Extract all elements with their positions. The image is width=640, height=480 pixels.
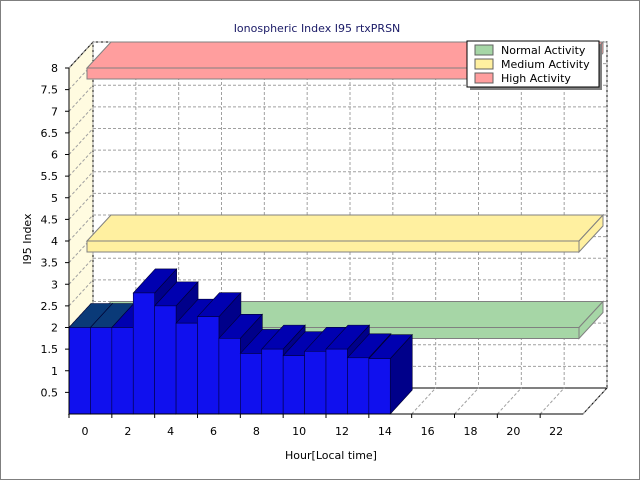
side-gridline: [68, 214, 94, 242]
y-tick-label: 7.5: [41, 84, 59, 97]
chart-title: Ionospheric Index I95 rtxPRSN: [234, 22, 401, 35]
bar: [304, 350, 327, 415]
x-tick-label: 18: [464, 425, 478, 438]
y-tick-label: 2.5: [41, 300, 59, 313]
side-gridline: [68, 84, 94, 112]
x-tick-label: 8: [253, 425, 260, 438]
floor-gridline: [496, 387, 522, 415]
x-tick-label: 16: [421, 425, 435, 438]
axis-ticks: 0.5 1 1.5 2 2.5 3 3.5 4 4.5 5 5.5 6 6.5 7 7.5 8 0 2 4 6 8 10 1…: [41, 62, 583, 438]
side-gridline: [68, 236, 94, 263]
x-tick-label: 0: [82, 425, 89, 438]
y-tick-label: 3: [51, 278, 58, 291]
bar: [240, 353, 263, 415]
y-tick-label: 7: [51, 105, 58, 118]
floor-gridline: [411, 387, 437, 415]
y-tick-label: 0.5: [41, 386, 59, 399]
y-tick-label: 2: [51, 322, 58, 335]
y-tick-label: 1: [51, 365, 58, 378]
side-gridline: [68, 128, 94, 155]
y-tick-label: 4.5: [41, 213, 59, 226]
threshold-band-top: [85, 214, 605, 242]
threshold-band-side: [578, 300, 604, 340]
x-tick-label: 4: [167, 425, 174, 438]
bar: [347, 357, 370, 415]
x-tick-label: 10: [292, 425, 306, 438]
legend-label: Medium Activity: [501, 58, 590, 71]
bar: [132, 292, 155, 415]
legend-swatch: [474, 58, 494, 70]
y-tick-label: 1.5: [41, 343, 59, 356]
bar: [154, 305, 177, 415]
y-tick-label: 4: [51, 235, 58, 248]
legend-label: High Activity: [501, 72, 571, 85]
x-tick-label: 12: [335, 425, 349, 438]
legend-swatch: [474, 44, 494, 56]
y-tick-label: 5.5: [41, 170, 59, 183]
side-gridline: [68, 63, 94, 90]
y-tick-label: 5: [51, 192, 58, 205]
x-axis-label: Hour[Local time]: [285, 449, 377, 462]
bar-series: [68, 268, 413, 415]
y-tick-label: 6.5: [41, 127, 59, 140]
side-gridline: [68, 257, 94, 285]
y-tick-label: 3.5: [41, 257, 59, 270]
side-gridline: [68, 171, 94, 199]
bar: [90, 327, 113, 415]
bar: [175, 322, 198, 415]
bar: [261, 348, 284, 415]
y-tick-label: 8: [51, 62, 58, 75]
x-tick-label: 6: [210, 425, 217, 438]
bar: [111, 327, 134, 415]
legend-label: Normal Activity: [501, 44, 586, 57]
legend-swatch: [474, 72, 494, 84]
floor-gridline: [582, 387, 608, 415]
bar: [368, 358, 391, 415]
side-gridline: [68, 279, 94, 307]
bar: [325, 348, 348, 415]
bar: [197, 316, 220, 415]
bar: [282, 355, 305, 415]
side-gridline: [68, 149, 94, 177]
threshold-band: [86, 240, 580, 253]
side-gridline: [68, 193, 94, 220]
side-gridline: [68, 106, 94, 134]
y-tick-label: 6: [51, 149, 58, 162]
threshold-band-side: [578, 213, 604, 254]
bar: [68, 327, 91, 415]
floor-gridline: [454, 387, 479, 415]
x-tick-label: 20: [506, 425, 520, 438]
floor-gridline: [539, 387, 565, 415]
side-gridline: [68, 41, 94, 69]
x-tick-label: 22: [549, 425, 563, 438]
x-tick-label: 14: [378, 425, 392, 438]
y-axis-label: I95 Index: [21, 213, 34, 265]
bar: [218, 338, 241, 415]
x-tick-label: 2: [124, 425, 131, 438]
